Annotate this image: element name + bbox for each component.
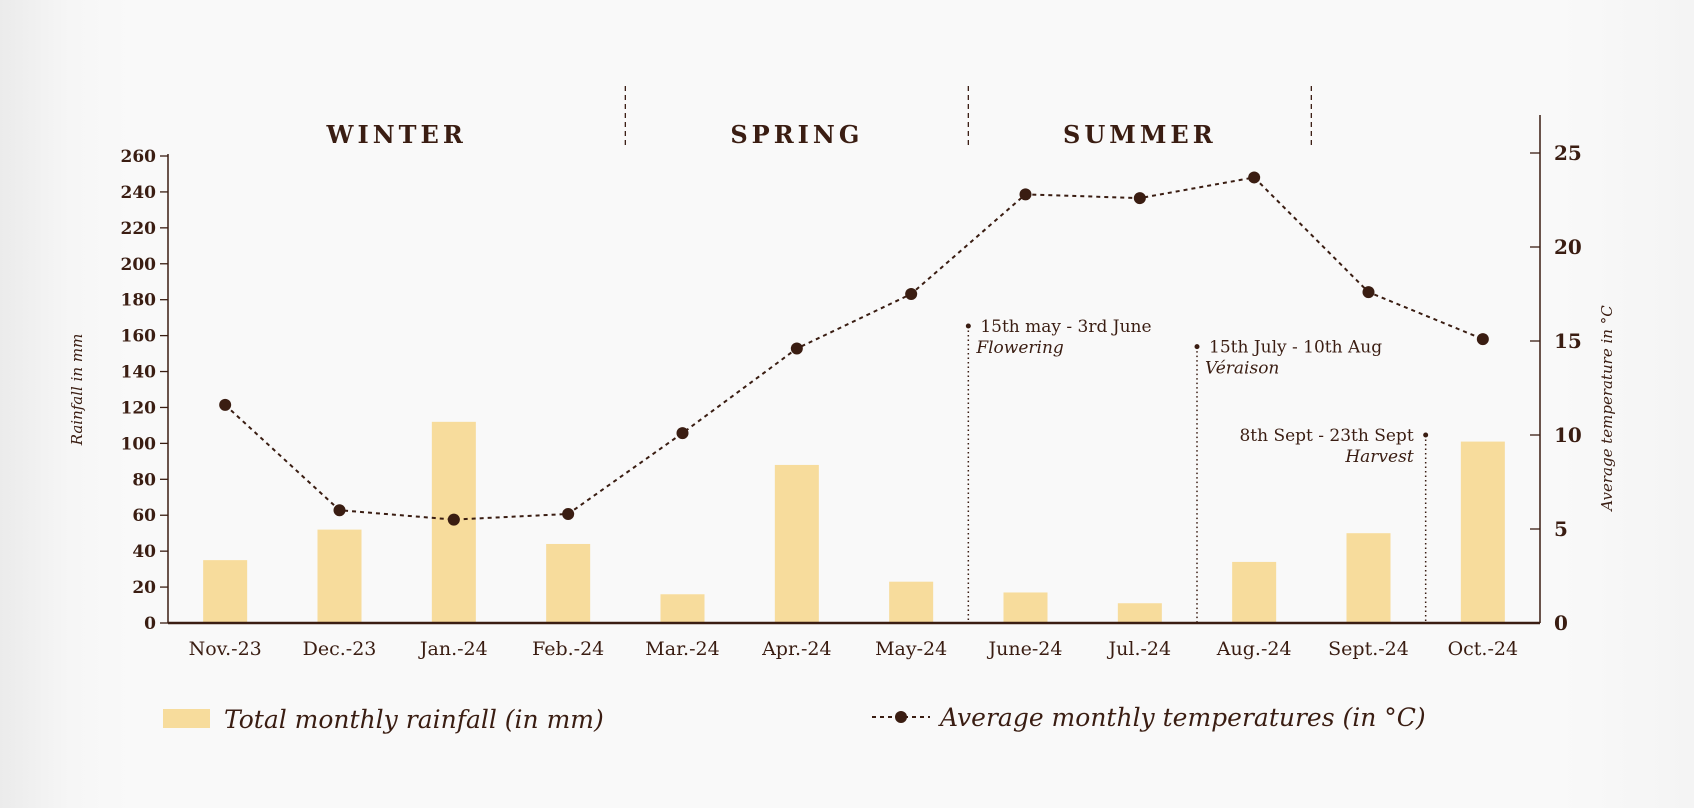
rainfall-bar: [317, 529, 362, 623]
left-tick-label: 120: [121, 398, 157, 418]
x-axis: Nov.-23 Dec.-23 Jan.-24 Feb.-24 Mar.-24 Apr.-…: [168, 621, 1540, 660]
right-axis-title: Average temperature in °C: [1598, 305, 1616, 513]
x-tick-label: Feb.-24: [532, 638, 604, 660]
phase-name: Véraison: [1205, 359, 1279, 379]
left-tick-label: 240: [121, 183, 157, 203]
right-tick-label: 20: [1554, 235, 1582, 259]
phase-date: 15th July - 10th Aug: [1209, 338, 1382, 358]
x-tick-label: Sept.-24: [1328, 638, 1409, 660]
legend-bar-swatch: [163, 709, 210, 728]
left-tick-label: 40: [132, 542, 156, 562]
temperature-point: [1476, 333, 1489, 346]
season-label-spring: SPRING: [730, 120, 863, 149]
left-tick-label: 0: [144, 614, 156, 634]
right-tick-label: 25: [1554, 141, 1582, 165]
x-tick-label: Apr.-24: [761, 638, 832, 660]
left-tick-label: 80: [132, 470, 156, 490]
x-tick-label: Jan.-24: [418, 638, 488, 660]
temperature-point: [905, 288, 918, 300]
rainfall-bar: [774, 464, 819, 623]
left-axis-title: Rainfall in mm: [68, 334, 86, 447]
left-tick-label: 260: [121, 147, 157, 167]
temperature-point: [1019, 188, 1032, 201]
x-tick-label: Aug.-24: [1216, 638, 1292, 660]
temperature-point: [1248, 171, 1261, 184]
x-tick-label: Jul.-24: [1107, 638, 1172, 660]
left-tick-label: 20: [132, 578, 156, 598]
legend-bar-label: Total monthly rainfall (in mm): [224, 705, 604, 734]
left-tick-label: 160: [121, 327, 157, 347]
left-tick-label: 220: [121, 219, 157, 239]
phase-marker-dot: [965, 323, 971, 329]
phase-date: 15th may - 3rd June: [980, 317, 1151, 337]
rainfall-bar: [1232, 561, 1277, 623]
right-tick-label: 0: [1554, 611, 1568, 635]
legend-line-label: Average monthly temperatures (in °C): [938, 703, 1426, 732]
x-tick-label: Mar.-24: [645, 638, 719, 660]
x-tick-label: Dec.-23: [303, 638, 377, 660]
season-label-summer: SUMMER: [1063, 120, 1217, 149]
temperature-point: [333, 504, 346, 517]
x-tick-label: Nov.-23: [189, 638, 262, 660]
x-tick-label: June-24: [987, 638, 1063, 660]
x-tick-label: May-24: [875, 638, 947, 660]
rainfall-bars: [203, 421, 1505, 623]
rainfall-bar: [1460, 441, 1505, 623]
left-tick-label: 60: [132, 506, 156, 526]
temperature-series-line: [224, 176, 1484, 521]
rainfall-bar: [546, 543, 591, 623]
temperature-line: [219, 171, 1489, 526]
rainfall-bar: [1117, 603, 1162, 623]
right-y-axis: 0 5 10 15 20 25 Average temperature in °C: [1530, 115, 1616, 635]
rainfall-bar: [1346, 533, 1391, 623]
phase-date: 8th Sept - 23th Sept: [1239, 426, 1413, 446]
legend: Total monthly rainfall (in mm) Average mo…: [163, 703, 1426, 734]
x-tick-label: Oct.-24: [1448, 638, 1519, 660]
right-tick-label: 5: [1554, 517, 1568, 541]
temperature-point: [790, 342, 803, 355]
temperature-point: [1133, 192, 1146, 205]
temperature-point: [447, 513, 460, 526]
rainfall-bar: [203, 560, 248, 623]
right-tick-label: 15: [1554, 329, 1582, 353]
legend-line-marker: [895, 711, 907, 723]
temperature-point: [1362, 286, 1375, 299]
rainfall-bar: [1003, 592, 1048, 623]
left-tick-label: 140: [121, 363, 157, 383]
temperature-point: [219, 398, 232, 411]
left-tick-label: 200: [121, 255, 157, 275]
phase-name: Flowering: [975, 338, 1064, 358]
temperature-point: [562, 507, 575, 520]
phase-name: Harvest: [1344, 447, 1413, 467]
season-label-winter: WINTER: [326, 120, 467, 149]
right-tick-label: 10: [1554, 423, 1582, 447]
phase-marker-dot: [1194, 344, 1200, 350]
left-tick-label: 100: [121, 434, 157, 454]
temperature-point: [676, 427, 689, 440]
left-y-axis: 0 20 40 60 80 100 120 140 160 180 200 220 240 260 Rain…: [68, 147, 169, 634]
rainfall-bar: [889, 581, 934, 623]
rainfall-bar: [660, 594, 705, 623]
season-headers: WINTER SPRING SUMMER: [326, 86, 1312, 149]
left-tick-label: 180: [121, 291, 157, 311]
phase-marker-dot: [1423, 432, 1429, 438]
